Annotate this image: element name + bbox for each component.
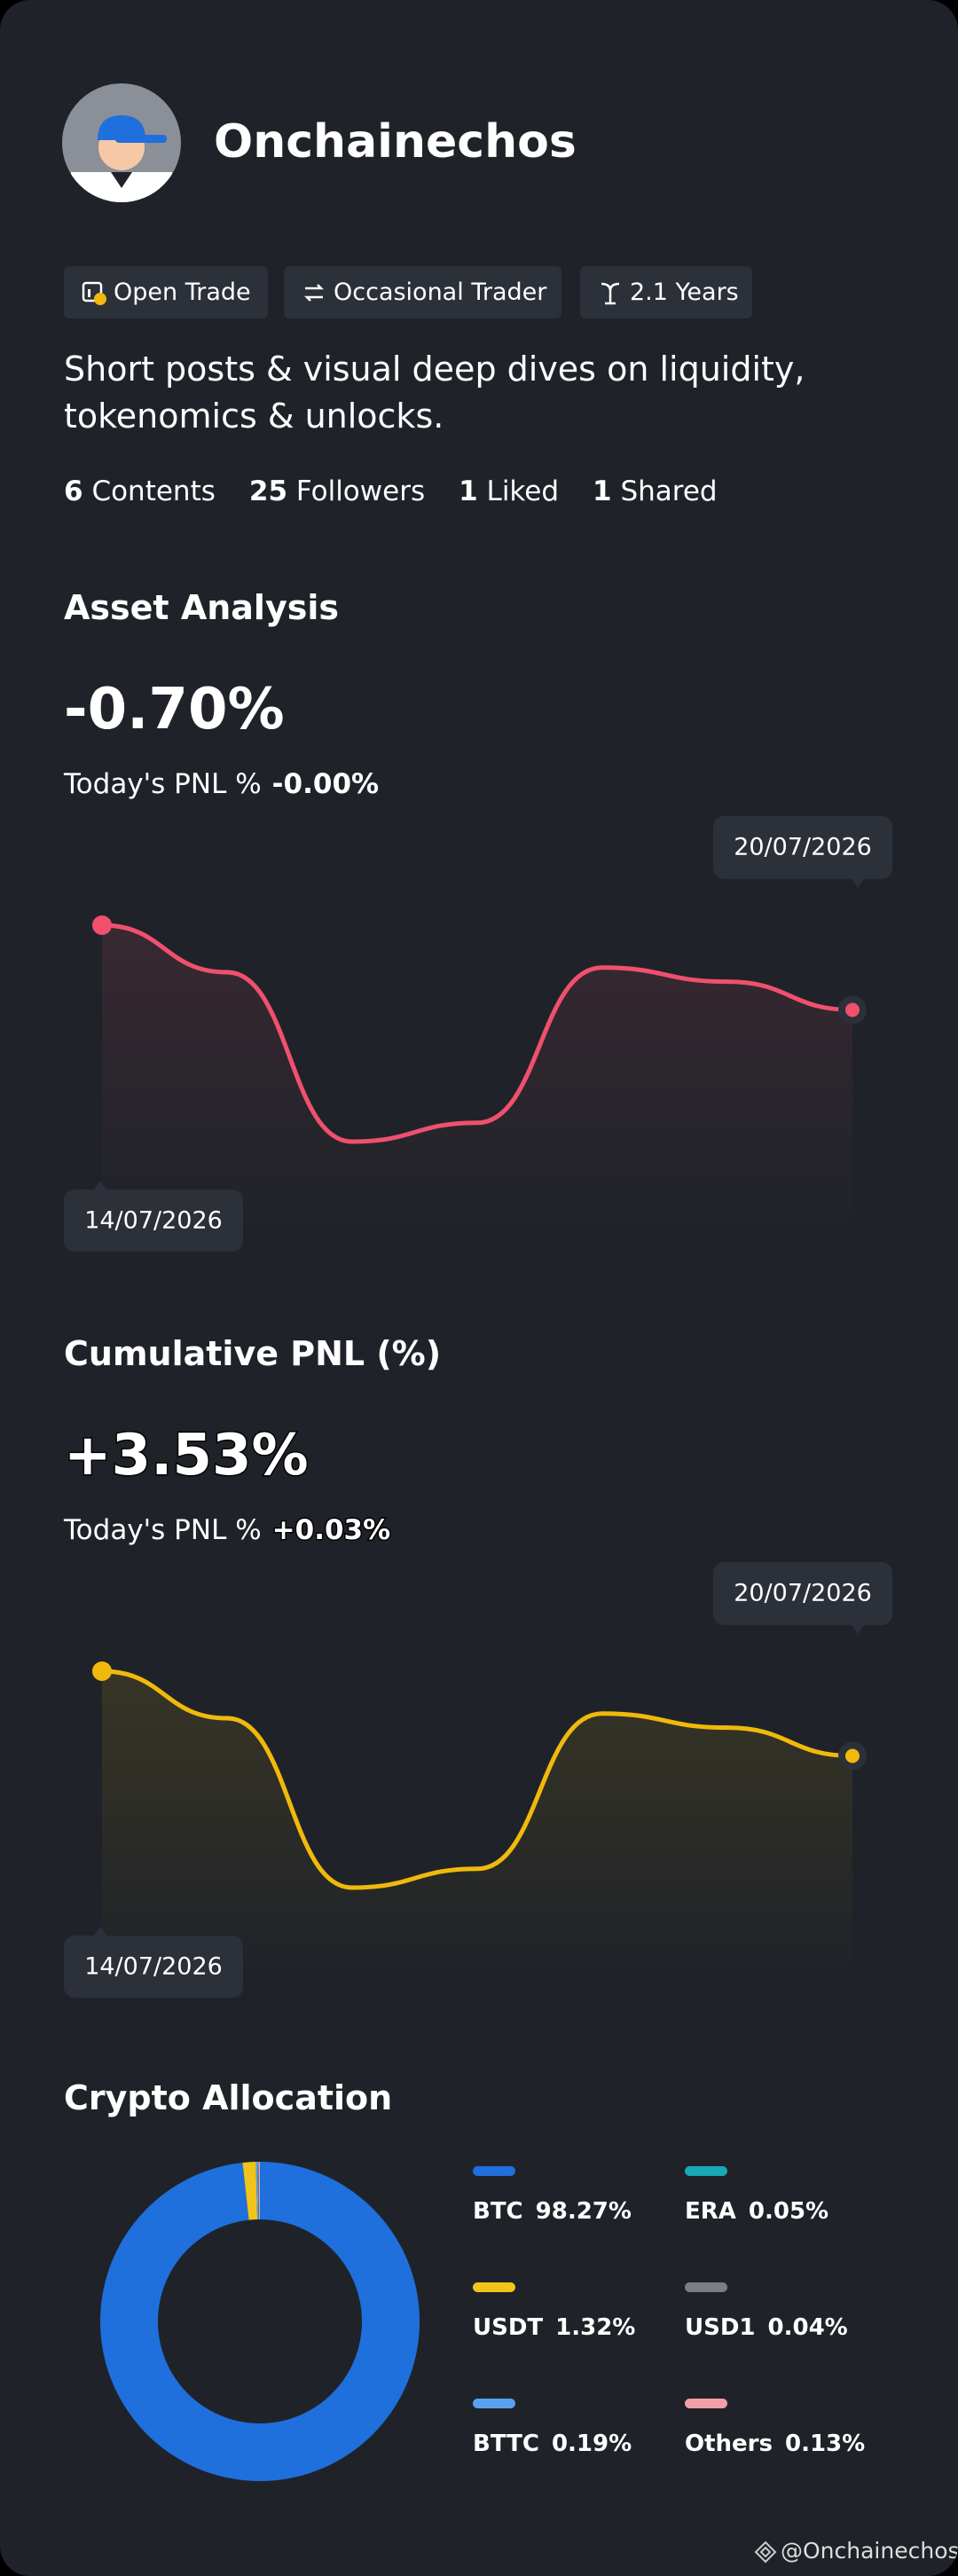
section-title: Crypto Allocation — [64, 2078, 393, 2117]
tag: Occasional Trader — [284, 266, 561, 318]
tooltip-date: 14/07/2026 — [84, 1207, 223, 1235]
headline-value: +3.53% — [63, 1422, 310, 1490]
today-value: -0.00% — [271, 768, 380, 800]
line-chart: 14/07/2026 20/07/2026 — [64, 1562, 892, 1998]
legend-swatch — [473, 2282, 515, 2292]
legend-item: ERA 0.05% — [685, 2166, 829, 2225]
legend-swatch — [473, 2166, 515, 2176]
legend-item: USDT 1.32% — [473, 2282, 636, 2341]
today-pnl: Today's PNL % -0.00% — [64, 768, 379, 800]
tooltip — [64, 1190, 243, 1252]
legend-item: USD1 0.04% — [685, 2282, 848, 2341]
bio: Short posts & visual deep dives on liqui… — [64, 349, 805, 436]
today-value: +0.03% — [271, 1513, 392, 1548]
tooltip-pointer — [852, 879, 864, 888]
tag-icon — [303, 284, 325, 302]
line — [101, 923, 853, 1144]
legend-label: BTTC — [473, 2431, 539, 2457]
donut-slice — [242, 2162, 258, 2220]
username: Onchainechos — [214, 115, 577, 169]
tag: Open Trade — [64, 266, 268, 318]
section-title: Asset Analysis — [64, 588, 339, 627]
tooltip-pointer — [94, 1927, 106, 1936]
tooltip-pointer — [852, 1625, 864, 1634]
legend-item: BTC 98.27% — [473, 2166, 632, 2225]
donut-slice — [100, 2162, 420, 2481]
stat: 1 Shared — [593, 475, 718, 507]
tag-text: Occasional Trader — [334, 279, 547, 306]
legend-swatch — [685, 2399, 727, 2408]
legend-value: 0.13% — [784, 2431, 866, 2457]
legend-label: USD1 — [685, 2314, 756, 2341]
stat-count: 1 — [593, 475, 612, 507]
stat-count: 25 — [248, 475, 288, 507]
legend-item: BTTC 0.19% — [473, 2399, 632, 2457]
point — [845, 1002, 860, 1017]
stat: 1 Liked — [459, 475, 559, 507]
today-label: Today's PNL % — [64, 1514, 262, 1546]
tag-text: 2.1 Years — [630, 279, 739, 306]
line — [101, 1669, 853, 1890]
point — [92, 915, 112, 935]
logo-icon — [754, 2541, 777, 2564]
footer-handle: @Onchainechos — [781, 2538, 958, 2564]
tooltip — [64, 1936, 243, 1998]
donut-slice — [255, 2162, 259, 2220]
point — [92, 1661, 112, 1681]
tooltip-date: 20/07/2026 — [734, 834, 872, 861]
legend-label: BTC — [473, 2198, 523, 2225]
legend-swatch — [685, 2166, 727, 2176]
stat-count: 6 — [64, 475, 83, 507]
legend-value: 0.19% — [551, 2431, 632, 2457]
donut-slice — [258, 2162, 260, 2220]
legend-swatch — [473, 2399, 515, 2408]
tooltip-date: 20/07/2026 — [734, 1580, 872, 1607]
today-label: Today's PNL % — [64, 768, 262, 800]
stat: 6 Contents — [64, 475, 216, 507]
legend-swatch — [685, 2282, 727, 2292]
legend-label: USDT — [473, 2314, 544, 2341]
tag-icon — [601, 282, 620, 305]
area — [102, 925, 852, 1229]
section-title: Cumulative PNL (%) — [64, 1334, 442, 1373]
tooltip-date: 14/07/2026 — [84, 1953, 223, 1981]
stat-label: Contents — [91, 475, 216, 507]
stat-count: 1 — [459, 475, 478, 507]
tag: 2.1 Years — [580, 266, 752, 318]
legend-item: Others 0.13% — [685, 2399, 866, 2457]
legend-label: ERA — [685, 2198, 736, 2225]
legend-label: Others — [685, 2431, 773, 2457]
legend-value: 1.32% — [555, 2314, 636, 2341]
donut-slice — [258, 2162, 260, 2220]
stat: 25 Followers — [249, 475, 425, 507]
tag-icon — [82, 281, 106, 305]
legend-value: 0.05% — [748, 2198, 829, 2225]
tooltip — [713, 1562, 892, 1625]
stats: 6 Contents 25 Followers 1 Liked 1 Shared — [64, 475, 718, 507]
tag-text: Open Trade — [114, 279, 251, 306]
stat-label: Liked — [486, 475, 560, 507]
stat-label: Followers — [295, 475, 426, 507]
avatar — [62, 83, 181, 202]
donut-chart — [100, 2162, 420, 2481]
donut-slice — [257, 2162, 259, 2220]
point — [845, 1748, 860, 1763]
stat-label: Shared — [620, 475, 718, 507]
line-chart: 14/07/2026 20/07/2026 — [64, 816, 892, 1252]
area — [102, 1671, 852, 1975]
today-pnl: Today's PNL % +0.03% — [64, 1513, 392, 1548]
legend-value: 0.04% — [767, 2314, 848, 2341]
headline-value: -0.70% — [64, 677, 285, 742]
legend-value: 98.27% — [535, 2198, 632, 2225]
tooltip-pointer — [94, 1181, 106, 1190]
tooltip — [713, 816, 892, 879]
